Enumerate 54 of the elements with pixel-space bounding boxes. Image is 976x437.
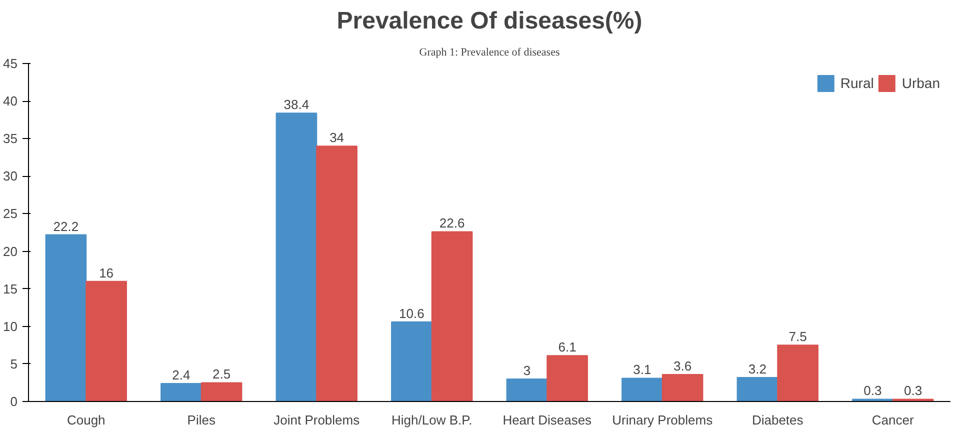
legend-label: Urban [902, 75, 940, 91]
y-tick-label: 25 [3, 206, 18, 222]
bar [276, 112, 318, 402]
y-tick-label: 5 [10, 356, 18, 372]
data-label: 6.1 [558, 340, 576, 355]
caption: Graph 1: Prevalence of diseases [419, 46, 560, 58]
bar [546, 355, 588, 402]
data-label: 10.6 [399, 306, 424, 321]
bar [316, 146, 358, 402]
data-label: 3.1 [633, 362, 652, 378]
x-tick-label: Piles [187, 412, 216, 428]
y-tick-label: 20 [3, 244, 18, 259]
y-tick-label: 30 [3, 168, 18, 184]
y-tick-label: 35 [3, 131, 18, 146]
y-tick-label: 0 [10, 394, 18, 409]
x-tick-label: Diabetes [752, 412, 804, 428]
data-label: 34 [330, 130, 344, 146]
bar [852, 398, 894, 402]
bar [160, 382, 202, 402]
legend-label: Rural [840, 75, 874, 91]
bar [45, 234, 87, 402]
data-label: 3 [523, 362, 531, 378]
bar [892, 398, 934, 402]
bar [200, 382, 242, 402]
data-label: 16 [99, 265, 114, 280]
data-label: 22.2 [53, 218, 79, 234]
bar [86, 280, 127, 402]
data-label: 22.6 [439, 216, 465, 231]
bar [777, 344, 818, 402]
bar [391, 321, 432, 402]
x-tick-label: High/Low B.P. [392, 412, 472, 428]
bar [736, 376, 778, 402]
data-label: 38.4 [284, 97, 310, 112]
x-tick-label: Urinary Problems [612, 412, 714, 428]
data-label: 2.5 [212, 366, 231, 382]
data-label: 3.6 [674, 358, 692, 374]
data-label: 2.4 [172, 367, 190, 382]
bar [506, 378, 548, 402]
x-tick-label: Heart Diseases [502, 412, 592, 428]
chart-title: Prevalence Of diseases(%) [336, 8, 642, 34]
bar [622, 378, 663, 402]
data-label: 0.3 [904, 383, 922, 398]
x-tick-label: Joint Problems [274, 412, 360, 428]
y-tick-label: 40 [3, 94, 18, 109]
bar [662, 374, 704, 402]
data-label: 0.3 [864, 383, 882, 398]
y-tick-label: 10 [3, 318, 18, 334]
y-tick-label: 15 [3, 281, 18, 296]
bar [431, 231, 473, 402]
x-tick-label: Cancer [872, 412, 914, 428]
data-label: 7.5 [788, 329, 807, 344]
data-label: 3.2 [748, 361, 766, 376]
y-tick-label: 45 [3, 56, 18, 71]
x-tick-label: Cough [66, 412, 106, 428]
